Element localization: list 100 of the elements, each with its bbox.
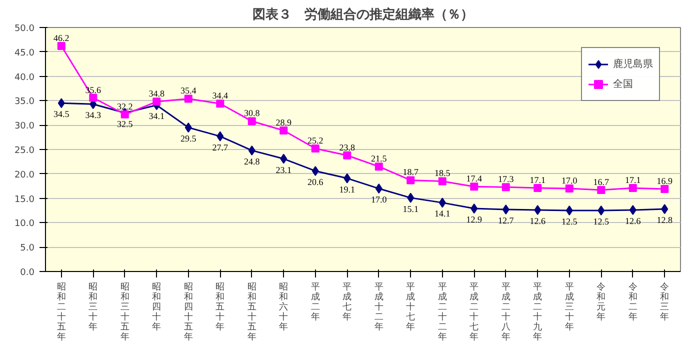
data-label: 32.5	[117, 118, 134, 129]
data-label: 16.7	[593, 177, 610, 188]
point	[438, 177, 446, 186]
point	[661, 204, 668, 214]
data-label: 16.9	[656, 176, 673, 186]
x-tick-label: 昭和四十年	[152, 282, 162, 332]
point	[502, 204, 510, 215]
point	[184, 122, 192, 133]
data-label: 24.8	[244, 156, 260, 166]
point	[311, 144, 320, 153]
x-tick-label: 昭和六十年	[279, 282, 288, 332]
x-tick-label: 昭和五十年	[216, 282, 225, 332]
point	[598, 206, 605, 216]
data-label: 20.6	[308, 176, 324, 187]
data-label: 21.5	[371, 154, 388, 164]
data-label: 19.1	[339, 184, 355, 194]
data-label: 17.3	[498, 174, 514, 184]
data-label: 12.6	[625, 216, 642, 226]
data-label: 12.6	[530, 216, 546, 226]
y-tick-label: 45.0	[14, 48, 35, 58]
y-tick-label: 35.0	[14, 97, 35, 108]
point	[248, 117, 256, 126]
point	[344, 173, 351, 184]
point	[534, 205, 542, 216]
point	[660, 185, 669, 194]
data-label: 12.5	[562, 216, 578, 226]
point	[407, 192, 414, 203]
point	[566, 206, 573, 216]
data-label: 34.1	[148, 111, 164, 122]
data-label: 25.2	[308, 136, 324, 146]
point	[470, 204, 478, 214]
point	[374, 162, 383, 171]
data-label: 18.7	[402, 167, 419, 178]
point	[280, 126, 288, 134]
y-tick-label: 20.0	[14, 170, 35, 180]
y-tick-label: 15.0	[14, 194, 35, 205]
data-label: 28.9	[276, 117, 292, 128]
point	[216, 100, 224, 108]
data-label: 34.3	[85, 110, 102, 120]
point	[597, 186, 606, 194]
y-tick-label: 50.0	[14, 24, 35, 34]
data-label: 27.7	[212, 142, 228, 152]
data-label: 14.1	[434, 208, 450, 219]
point	[470, 182, 478, 191]
data-label: 17.4	[466, 174, 482, 184]
data-label: 34.8	[148, 88, 165, 99]
y-tick-label: 5.0	[20, 244, 35, 254]
x-tick-label: 平成十二年	[374, 282, 384, 332]
point	[502, 183, 510, 192]
x-tick-label: 昭和二十五年	[56, 282, 66, 342]
point	[248, 145, 256, 156]
point	[57, 42, 66, 50]
data-label: 18.5	[434, 168, 451, 178]
data-label: 12.9	[466, 214, 482, 225]
data-label: 34.4	[212, 90, 228, 101]
data-label: 35.4	[180, 86, 197, 96]
x-tick-label: 平成二十二年	[438, 282, 447, 342]
point	[280, 154, 288, 164]
point	[628, 184, 637, 192]
point	[152, 98, 161, 106]
y-tick-label: 0.0	[20, 268, 35, 278]
data-label: 17.0	[562, 176, 578, 186]
x-tick-label: 平成二十七年	[470, 282, 479, 342]
data-label: 15.1	[402, 204, 418, 214]
point	[89, 94, 98, 102]
point	[312, 166, 319, 176]
data-label: 12.8	[656, 215, 673, 226]
data-label: 17.1	[625, 175, 641, 186]
data-label: 34.5	[54, 109, 70, 120]
point	[184, 94, 192, 103]
point	[534, 184, 542, 192]
x-tick-label: 平成二年	[310, 282, 320, 322]
chart-title: 図表３ 労働組合の推定組織率（％）	[252, 6, 474, 22]
x-tick-label: 平成七年	[342, 282, 352, 322]
data-label: 12.5	[593, 216, 610, 226]
data-label: 23.8	[339, 142, 356, 152]
x-tick-label: 平成三十年	[564, 282, 574, 332]
data-label: 17.1	[530, 175, 546, 186]
y-tick-label: 30.0	[14, 122, 35, 132]
data-label: 12.7	[498, 216, 514, 226]
x-tick-label: 平成二十八年	[501, 282, 510, 342]
data-label: 17.0	[371, 194, 388, 205]
data-label: 30.8	[244, 108, 260, 118]
x-tick-label: 昭和三十五年	[120, 282, 130, 342]
data-label: 29.5	[180, 134, 197, 144]
point	[58, 98, 65, 108]
y-tick-label: 40.0	[14, 72, 35, 83]
point	[216, 131, 224, 142]
x-tick-label: 令和二年	[628, 282, 638, 322]
point	[629, 205, 636, 216]
x-tick-label: 昭和三十年	[88, 282, 98, 332]
x-tick-label: 令和三年	[660, 282, 670, 322]
data-label: 32.2	[117, 101, 133, 112]
x-tick-label: 令和元年	[596, 282, 606, 322]
y-tick-label: 25.0	[14, 146, 35, 156]
x-tick-label: 昭和四十五年	[184, 282, 193, 342]
legend-label: 鹿児島県	[613, 58, 653, 71]
point	[565, 184, 574, 193]
x-tick-label: 昭和五十五年	[247, 282, 256, 342]
y-tick-label: 10.0	[14, 219, 35, 230]
